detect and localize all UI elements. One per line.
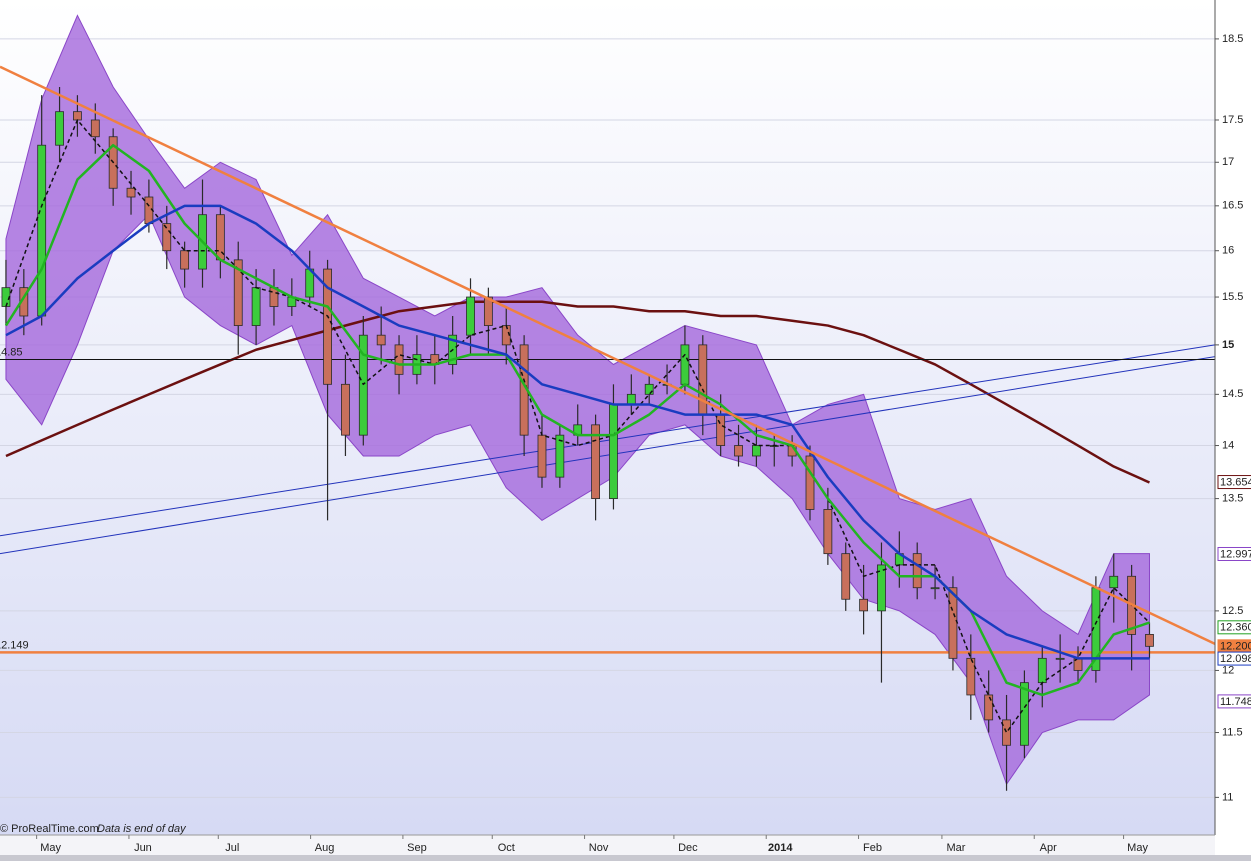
x-tick-label: Apr bbox=[1040, 842, 1057, 854]
candle-body bbox=[626, 393, 636, 405]
y-tick-label: 14 bbox=[1222, 439, 1234, 451]
x-tick-label: May bbox=[1127, 842, 1148, 854]
candle-body bbox=[180, 250, 190, 270]
x-tick-label: Aug bbox=[315, 842, 335, 854]
candle-body bbox=[966, 657, 976, 696]
x-tick-label: Dec bbox=[678, 842, 698, 854]
last-value-label: 12.360 bbox=[1220, 622, 1251, 634]
candle-body bbox=[1055, 657, 1065, 660]
grid bbox=[0, 38, 1215, 798]
x-tick-label: Sep bbox=[407, 842, 427, 854]
level-label: 12.149 bbox=[0, 639, 29, 651]
last-value-box bbox=[1217, 546, 1251, 561]
y-tick-label: 11 bbox=[1222, 791, 1233, 803]
trendline bbox=[0, 65, 1215, 646]
candle-body bbox=[1037, 657, 1047, 684]
x-tick-label: Jun bbox=[134, 842, 152, 854]
candle-body bbox=[126, 187, 136, 198]
last-value-label: 12.997 bbox=[1220, 548, 1251, 560]
x-tick-label: Nov bbox=[589, 842, 609, 854]
candle-body bbox=[376, 334, 386, 346]
candle-body bbox=[1002, 719, 1011, 746]
candle-body bbox=[948, 587, 958, 659]
candle-body bbox=[930, 587, 940, 590]
candle-body bbox=[341, 383, 350, 436]
candle-body bbox=[644, 383, 654, 395]
candle-body bbox=[912, 553, 922, 589]
candle-body bbox=[233, 259, 243, 326]
x-axis-band bbox=[0, 835, 1215, 855]
plot-area bbox=[0, 14, 1215, 791]
y-tick-label: 17.5 bbox=[1222, 114, 1243, 126]
last-value-label: 11.748 bbox=[1220, 696, 1251, 708]
y-tick-label: 14.5 bbox=[1222, 388, 1243, 400]
candle-body bbox=[37, 144, 47, 317]
candle-body bbox=[1145, 634, 1154, 647]
candle-body bbox=[537, 434, 547, 478]
candle-body bbox=[323, 268, 332, 385]
level-label: 14.85 bbox=[0, 346, 23, 358]
x-tick-label: Jul bbox=[225, 842, 239, 854]
candle-body bbox=[841, 553, 851, 600]
candle-body bbox=[358, 334, 368, 436]
candle-body bbox=[734, 445, 743, 457]
y-tick-label: 15.5 bbox=[1222, 291, 1243, 303]
candle-body bbox=[698, 344, 708, 416]
indicator-line bbox=[5, 119, 1151, 734]
candle-body bbox=[1020, 682, 1029, 746]
indicator-line bbox=[5, 204, 1150, 660]
candle-body bbox=[984, 694, 994, 721]
y-tick-label: 13.5 bbox=[1222, 493, 1243, 505]
candle-body bbox=[555, 434, 565, 478]
axes: 11 11.5 12 12.5 13.5 14 14.5 15 15.5 16 16.5 17 17.5… bbox=[36, 33, 1251, 854]
candle-body bbox=[73, 111, 82, 121]
x-tick-label: Feb bbox=[863, 842, 882, 854]
y-tick-label: 18.5 bbox=[1222, 33, 1243, 45]
last-value-box bbox=[1217, 475, 1251, 490]
candle-body bbox=[805, 455, 815, 510]
note: Data is end of day bbox=[97, 823, 187, 835]
candle-body bbox=[859, 598, 869, 612]
candle-body bbox=[877, 564, 886, 612]
candle-body bbox=[90, 119, 100, 138]
candle-body bbox=[680, 344, 690, 385]
y-tick-label: 11.5 bbox=[1222, 726, 1243, 738]
candle-body bbox=[751, 445, 761, 457]
trendline bbox=[0, 344, 1215, 537]
x-tick-label: Oct bbox=[498, 842, 515, 854]
last-value-label: 12.200 bbox=[1220, 641, 1251, 653]
source: © ProRealTime.com bbox=[0, 823, 99, 835]
indicator-line bbox=[5, 300, 1150, 484]
y-tick-label: 12 bbox=[1222, 664, 1234, 676]
candle-body bbox=[251, 287, 261, 326]
candle-body bbox=[394, 344, 404, 375]
candle-body bbox=[716, 414, 726, 446]
axis-background bbox=[1215, 0, 1251, 861]
y-tick-label: 12.5 bbox=[1222, 605, 1243, 617]
x-tick-label: May bbox=[40, 842, 61, 854]
y-tick-label: 17 bbox=[1222, 156, 1234, 168]
candle-body bbox=[823, 509, 833, 555]
candle-body bbox=[609, 404, 618, 499]
candle-body bbox=[466, 296, 475, 336]
candle-body bbox=[591, 424, 600, 499]
candle-body bbox=[162, 223, 172, 252]
last-value-box bbox=[1217, 651, 1251, 666]
y-tick-label: 16 bbox=[1222, 245, 1234, 257]
x-tick-label: 2014 bbox=[768, 842, 793, 854]
last-value-box bbox=[1217, 620, 1251, 635]
last-value-box bbox=[1217, 694, 1251, 709]
last-value-label: 12.098 bbox=[1220, 653, 1251, 665]
last-value-label: 13.654 bbox=[1220, 476, 1251, 488]
x-tick-label: Mar bbox=[946, 842, 965, 854]
y-tick-label: 16.5 bbox=[1222, 200, 1243, 212]
y-tick-label: 15 bbox=[1222, 339, 1234, 351]
candle-body bbox=[483, 296, 493, 326]
candle-body bbox=[55, 111, 64, 146]
bottom-strip bbox=[0, 855, 1251, 861]
trendline bbox=[0, 356, 1215, 555]
candle-body bbox=[1109, 575, 1119, 589]
